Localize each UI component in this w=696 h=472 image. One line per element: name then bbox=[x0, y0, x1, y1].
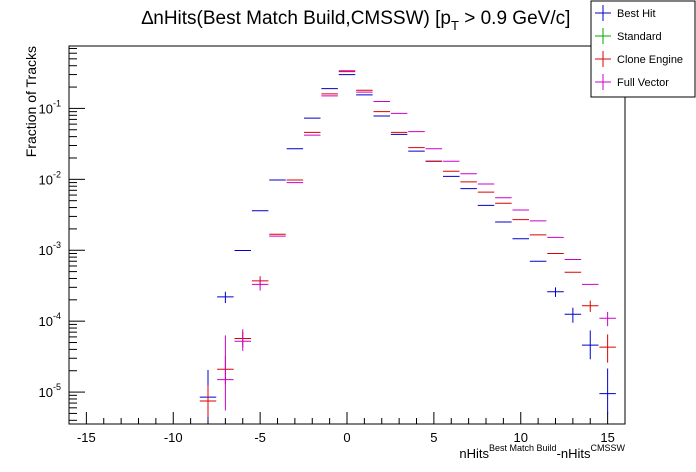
x-tick-label: -10 bbox=[164, 430, 183, 445]
x-axis-label: nHitsBest Match Build-nHitsCMSSW bbox=[459, 443, 625, 461]
x-tick-label: 0 bbox=[343, 430, 350, 445]
legend-entries: Best Hit Standard Clone Engine Full Vector bbox=[595, 5, 683, 90]
y-tick-label: 10-3 bbox=[39, 240, 61, 258]
x-tick-label: -5 bbox=[254, 430, 266, 445]
legend-label: Best Hit bbox=[617, 8, 656, 20]
x-tick-label: 5 bbox=[430, 430, 437, 445]
legend-label: Standard bbox=[617, 31, 662, 43]
legend: Best Hit Standard Clone Engine Full Vector bbox=[590, 0, 696, 98]
y-tick-label: 10-5 bbox=[39, 382, 61, 400]
x-tick-label: 15 bbox=[600, 430, 614, 445]
series-layer bbox=[199, 70, 616, 421]
y-axis: 10-5 10-4 10-3 10-2 10-1 bbox=[39, 47, 85, 421]
x-tick-label: -15 bbox=[77, 430, 96, 445]
x-tick-label: 10 bbox=[514, 430, 528, 445]
x-axis: -15 -10 -5 0 5 10 15 bbox=[68, 412, 626, 445]
y-tick-label: 10-1 bbox=[39, 98, 61, 116]
y-tick-label: 10-4 bbox=[39, 311, 61, 329]
chart-title: ∆nHits(Best Match Build,CMSSW) [pT > 0.9… bbox=[142, 8, 571, 33]
y-tick-label: 10-2 bbox=[39, 169, 61, 187]
series-full-vector bbox=[217, 70, 616, 411]
legend-label: Clone Engine bbox=[617, 54, 683, 66]
legend-label: Full Vector bbox=[617, 77, 669, 89]
y-axis-label: Fraction of Tracks bbox=[23, 46, 39, 157]
legend-box bbox=[590, 0, 696, 98]
